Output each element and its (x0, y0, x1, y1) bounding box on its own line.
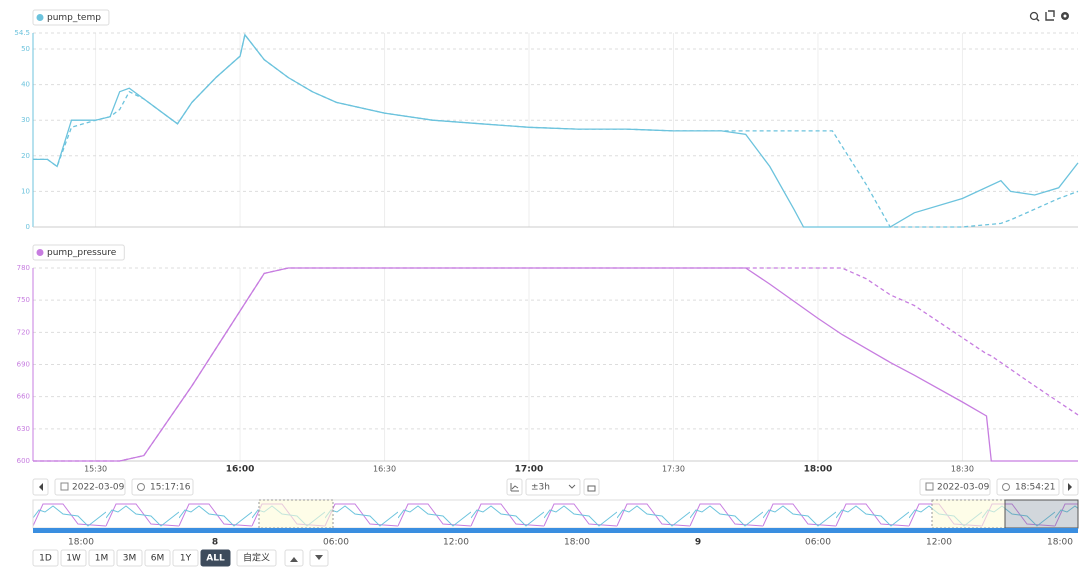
settings-icon[interactable] (1061, 12, 1069, 20)
range-button-label: 3M (123, 554, 137, 564)
x-tick-label: 18:00 (804, 465, 833, 475)
range-button-label: 1Y (180, 554, 192, 564)
lock-button[interactable] (583, 478, 600, 496)
legend-box (32, 244, 125, 261)
y-tick-label: 630 (17, 425, 30, 433)
navigator-label: 12:00 (443, 538, 469, 548)
range-button-label: 1W (66, 554, 81, 564)
navigator-label: 06:00 (805, 538, 831, 548)
controls: 2022-03-09 15:17:16 ±3h 2022-03-09 18:54… (32, 478, 1079, 496)
next-arrow (1068, 483, 1072, 491)
range-button[interactable] (116, 549, 143, 567)
x-tick-label: 17:00 (515, 465, 544, 475)
zoom-icon[interactable] (1029, 11, 1040, 22)
navigator-preview[interactable] (32, 499, 1079, 529)
range-value: ±3h (531, 483, 550, 493)
clock-icon (137, 483, 145, 491)
x-tick-label: 18:30 (951, 465, 974, 474)
range-button[interactable] (32, 549, 59, 567)
navigator-scrollbar[interactable] (33, 528, 1078, 533)
lock-icon (587, 485, 596, 492)
y-tick-label: 40 (21, 81, 30, 89)
x-tick-label: 17:30 (662, 465, 685, 474)
custom-button-label: 自定义 (243, 552, 270, 564)
y-tick-label: 54.5 (14, 29, 30, 37)
range-button[interactable] (144, 549, 171, 567)
range-buttons: 1D 1W 1M 3M 6M 1Y ALL 自定义 (32, 549, 329, 567)
start-time-box[interactable] (131, 478, 194, 496)
x-tick-label: 16:30 (373, 465, 396, 474)
range-button-label: 1D (39, 554, 52, 564)
legend-marker (36, 249, 44, 256)
legend[interactable]: pump_temp (32, 9, 110, 26)
reset-icon[interactable] (1045, 10, 1055, 21)
start-date-box[interactable] (54, 478, 126, 496)
range-button[interactable] (60, 549, 87, 567)
legend[interactable]: pump_pressure (32, 244, 125, 261)
range-button[interactable] (172, 549, 199, 567)
range-button-label: ALL (206, 554, 225, 564)
clock-icon (1002, 483, 1010, 491)
navigator (32, 499, 1079, 533)
navigator-label: 18:00 (68, 538, 94, 548)
prev-arrow (39, 483, 43, 491)
range-button[interactable] (200, 549, 231, 567)
chart-mode-icon (510, 483, 519, 492)
y-tick-label: 780 (17, 264, 30, 272)
y-tick-label: 600 (17, 457, 30, 465)
start-date: 2022-03-09 (72, 483, 125, 493)
y-tick-label: 690 (17, 361, 30, 369)
navigator-label: 9 (695, 538, 701, 548)
dropdown-caret (568, 484, 576, 489)
end-time: 18:54:21 (1015, 483, 1055, 493)
series-line (33, 267, 1079, 462)
y-tick-label: 50 (21, 45, 30, 53)
navigator-label: 18:00 (564, 538, 590, 548)
legend-box (32, 9, 110, 26)
y-tick-label: 0 (26, 223, 30, 231)
navigator-label: 8 (212, 538, 218, 548)
x-tick-label: 16:00 (226, 465, 255, 475)
navigator-highlight (258, 499, 334, 529)
icon-button-glyph (315, 555, 323, 560)
navigator-label: 18:00 (1047, 538, 1073, 548)
calendar-icon (925, 482, 934, 491)
series-line (33, 33, 1079, 228)
range-button-label: 6M (151, 554, 165, 564)
y-tick-label: 10 (21, 187, 30, 195)
y-tick-label: 30 (21, 116, 30, 124)
calendar-icon (60, 482, 69, 491)
end-time-box[interactable] (996, 478, 1060, 496)
end-date: 2022-03-09 (937, 483, 990, 493)
range-button[interactable] (88, 549, 115, 567)
end-date-box[interactable] (919, 478, 991, 496)
legend-label: pump_temp (47, 13, 101, 23)
navigator-label: 06:00 (323, 538, 349, 548)
navigator-highlight (931, 499, 1006, 529)
y-tick-label: 660 (17, 393, 30, 401)
icon-button-glyph (290, 557, 298, 562)
navigator-label: 12:00 (926, 538, 952, 548)
custom-button[interactable] (236, 549, 277, 567)
legend-label: pump_pressure (47, 248, 117, 258)
y-tick-label: 20 (21, 152, 30, 160)
navigator-selection[interactable] (1004, 499, 1079, 529)
start-time: 15:17:16 (150, 483, 191, 493)
toolbar (1029, 10, 1069, 22)
range-button-label: 1M (95, 554, 109, 564)
legend-marker (36, 14, 44, 21)
range-select[interactable] (525, 478, 581, 496)
x-tick-label: 15:30 (84, 465, 107, 474)
y-tick-label: 750 (17, 296, 30, 304)
y-tick-label: 720 (17, 328, 30, 336)
series-line (33, 33, 1079, 228)
